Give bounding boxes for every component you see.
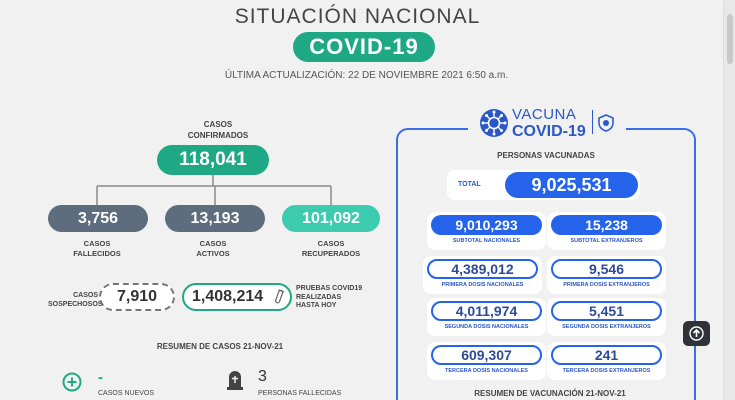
page-title: SITUACIÓN NACIONAL — [234, 5, 481, 28]
vaccine-card-third-dose-nationals: 609,307 TERCERA DOSIS NACIONALES — [427, 342, 546, 380]
recovered-label-line2: RECUPERADOS — [301, 249, 361, 258]
active-label: CASOS ACTIVOS — [163, 239, 263, 259]
tests-label-line3: HASTA HOY — [296, 302, 337, 309]
card-value: 5,451 — [551, 301, 662, 321]
vaccine-card-subtotal-foreigners: 15,238 SUBTOTAL EXTRANJEROS — [547, 212, 666, 250]
last-updated: ÚLTIMA ACTUALIZACIÓN: 22 DE NOVIEMBRE 20… — [224, 70, 509, 81]
tests-label: PRUEBAS COVID19 REALIZADAS HASTA HOY — [296, 285, 376, 311]
new-cases-label: CASOS NUEVOS — [98, 390, 155, 397]
deaths-label: PERSONAS FALLECIDAS — [258, 390, 342, 397]
card-value: 609,307 — [431, 345, 542, 365]
card-value: 241 — [551, 345, 662, 365]
arrow-up-icon — [689, 326, 704, 341]
card-label: TERCERA DOSIS EXTRANJEROS — [562, 368, 651, 374]
tests-label-line2: REALIZADAS — [296, 293, 342, 301]
vaccine-logo-divider — [592, 110, 593, 134]
tombstone-icon — [227, 371, 243, 390]
vaccine-logo: VACUNA COVID-19 — [468, 104, 626, 144]
card-value: 4,389,012 — [427, 259, 538, 279]
plus-circle-icon — [62, 372, 82, 392]
card-label: SEGUNDA DOSIS NACIONALES — [444, 324, 529, 330]
covid-badge: COVID-19 — [293, 32, 435, 62]
card-value: 9,010,293 — [431, 215, 542, 235]
suspected-count: 7,910 — [99, 283, 175, 311]
tests-count-pill: 1,408,214 — [182, 283, 292, 311]
vaccine-card-subtotal-nationals: 9,010,293 SUBTOTAL NACIONALES — [427, 212, 546, 250]
recovered-label-line1: CASOS — [317, 239, 345, 248]
people-vaccinated-label: PERSONAS VACUNADAS — [497, 151, 595, 160]
vaccine-card-third-dose-foreigners: 241 TERCERA DOSIS EXTRANJEROS — [547, 342, 666, 380]
deceased-count: 3,756 — [48, 205, 148, 232]
vaccine-logo-line2: COVID-19 — [512, 123, 586, 140]
vaccine-card-first-dose-nationals: 4,389,012 PRIMERA DOSIS NACIONALES — [423, 256, 542, 294]
deaths-value: 3 — [258, 368, 267, 385]
shield-icon — [598, 114, 614, 132]
tests-count: 1,408,214 — [192, 288, 264, 305]
daily-summary-title: RESUMEN DE CASOS 21-NOV-21 — [156, 342, 284, 351]
test-tube-icon — [275, 289, 284, 304]
card-value: 4,011,974 — [431, 301, 542, 321]
suspected-label-line2: SOSPECHOSOS — [48, 301, 103, 308]
card-label: PRIMERA DOSIS NACIONALES — [441, 282, 524, 288]
virus-icon — [480, 109, 508, 137]
card-label: SUBTOTAL EXTRANJEROS — [570, 238, 643, 244]
card-label: SEGUNDA DOSIS EXTRANJEROS — [562, 324, 651, 330]
active-label-line1: CASOS — [199, 239, 227, 248]
scrollbar[interactable] — [723, 0, 735, 400]
confirmed-label: CASOS CONFIRMADOS — [163, 119, 273, 141]
card-label: PRIMERA DOSIS EXTRANJEROS — [563, 282, 650, 288]
cases-tree-lines — [96, 175, 332, 205]
card-value: 15,238 — [551, 215, 662, 235]
active-count: 13,193 — [165, 205, 265, 232]
vaccine-card-first-dose-foreigners: 9,546 PRIMERA DOSIS EXTRANJEROS — [547, 256, 666, 294]
confirmed-label-line2: CONFIRMADOS — [187, 131, 249, 140]
deceased-label: CASOS FALLECIDOS — [47, 239, 147, 259]
confirmed-count: 118,041 — [157, 145, 269, 175]
vaccine-logo-line1: VACUNA — [512, 106, 577, 123]
new-cases-value: - — [98, 369, 103, 386]
scrollbar-thumb[interactable] — [727, 14, 733, 64]
vaccine-card-second-dose-foreigners: 5,451 SEGUNDA DOSIS EXTRANJEROS — [547, 298, 666, 336]
recovered-label: CASOS RECUPERADOS — [281, 239, 381, 259]
total-label: TOTAL — [458, 181, 481, 188]
recovered-count: 101,092 — [282, 205, 380, 232]
deceased-label-line2: FALLECIDOS — [73, 249, 121, 258]
suspected-label: CASOS SOSPECHOSOS — [48, 291, 103, 309]
card-value: 9,546 — [551, 259, 662, 279]
deceased-label-line1: CASOS — [83, 239, 111, 248]
total-count: 9,025,531 — [505, 172, 638, 198]
confirmed-label-line1: CASOS — [203, 120, 233, 129]
active-label-line2: ACTIVOS — [196, 249, 230, 258]
vaccination-summary-title: RESUMEN DE VACUNACIÓN 21-NOV-21 — [474, 389, 626, 398]
vaccine-card-second-dose-nationals: 4,011,974 SEGUNDA DOSIS NACIONALES — [427, 298, 546, 336]
suspected-label-line1: CASOS — [73, 292, 98, 299]
tests-label-line1: PRUEBAS COVID19 — [296, 285, 363, 292]
scroll-to-top-button[interactable] — [683, 321, 710, 346]
card-label: SUBTOTAL NACIONALES — [452, 238, 521, 244]
card-label: TERCERA DOSIS NACIONALES — [445, 368, 528, 374]
total-box: TOTAL 9,025,531 — [447, 170, 640, 200]
